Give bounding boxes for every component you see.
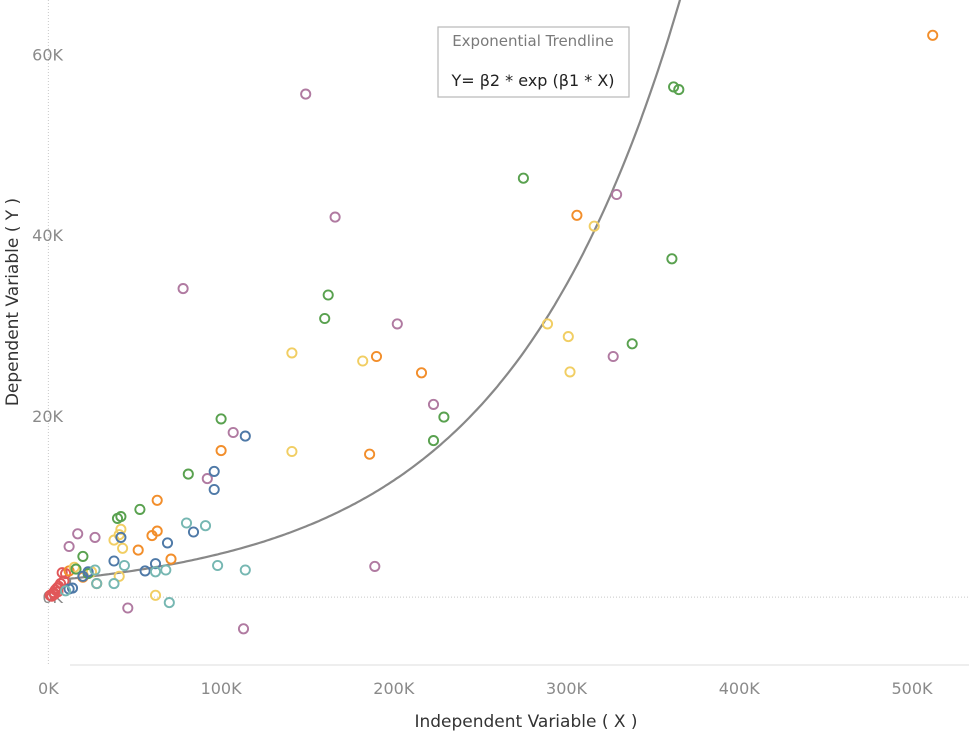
annotation-title: Exponential Trendline xyxy=(452,32,614,50)
data-point xyxy=(163,597,175,609)
x-tick-label: 100K xyxy=(201,679,243,698)
data-point xyxy=(588,220,600,232)
data-point xyxy=(286,445,298,458)
y-tick-label: 60K xyxy=(32,45,63,64)
data-point xyxy=(562,331,574,343)
data-point xyxy=(427,398,440,410)
data-point xyxy=(239,430,251,442)
data-point xyxy=(180,517,193,529)
data-point xyxy=(370,350,383,363)
data-point xyxy=(63,540,75,553)
data-point xyxy=(564,366,576,378)
data-point xyxy=(300,88,312,100)
data-point xyxy=(286,347,298,359)
x-tick-label: 400K xyxy=(719,679,761,698)
data-point xyxy=(77,550,89,562)
data-point xyxy=(60,585,72,597)
data-point xyxy=(319,312,331,325)
data-point xyxy=(151,494,163,506)
data-point xyxy=(215,413,227,425)
data-point xyxy=(68,561,80,573)
data-point xyxy=(177,283,189,295)
data-point xyxy=(227,426,239,439)
data-point xyxy=(215,445,227,457)
x-tick-label: 0K xyxy=(38,679,59,698)
data-point xyxy=(117,542,129,554)
data-point xyxy=(113,570,125,582)
data-point xyxy=(91,578,103,590)
data-point xyxy=(115,511,127,523)
data-point xyxy=(108,555,120,567)
trendline-annotation-box: Exponential Trendline Y= β2 * exp (β1 * … xyxy=(437,26,630,98)
x-tick-label: 200K xyxy=(373,679,415,698)
data-point xyxy=(115,523,127,535)
data-point xyxy=(132,544,144,556)
data-point xyxy=(208,483,220,496)
y-axis-title: Dependent Variable ( Y ) xyxy=(3,198,23,406)
axes-layer xyxy=(47,0,969,666)
y-tick-label: 20K xyxy=(32,407,63,426)
data-point xyxy=(626,338,638,350)
data-point xyxy=(115,531,127,543)
data-point xyxy=(82,566,94,578)
data-point xyxy=(70,563,82,575)
data-point xyxy=(149,589,162,601)
data-point xyxy=(161,537,174,549)
data-point xyxy=(517,172,529,184)
data-point xyxy=(237,623,250,635)
data-point xyxy=(66,582,79,594)
data-point xyxy=(391,318,403,330)
data-point xyxy=(212,559,224,572)
data-point xyxy=(199,520,212,532)
data-point xyxy=(149,558,162,570)
data-point xyxy=(607,350,619,363)
data-point xyxy=(415,367,428,379)
x-tick-label: 300K xyxy=(546,679,588,698)
data-point xyxy=(108,578,120,590)
data-point xyxy=(322,289,334,301)
data-point xyxy=(369,560,381,572)
data-point xyxy=(182,468,194,480)
data-points xyxy=(44,29,939,635)
annotation-formula: Y= β2 * exp (β1 * X) xyxy=(450,71,614,90)
data-point xyxy=(239,564,251,576)
data-point xyxy=(165,553,177,565)
data-point xyxy=(438,411,450,423)
data-point xyxy=(571,209,583,221)
x-axis-title: Independent Variable ( X ) xyxy=(414,712,637,732)
data-point xyxy=(611,188,623,201)
data-point xyxy=(927,29,939,41)
data-point xyxy=(58,575,70,587)
data-point xyxy=(151,525,163,537)
data-point xyxy=(149,566,162,578)
data-point xyxy=(118,559,130,572)
data-point xyxy=(122,602,134,614)
data-point xyxy=(666,253,678,265)
data-point xyxy=(72,528,84,540)
data-point xyxy=(187,526,200,538)
data-point xyxy=(357,355,369,367)
data-point xyxy=(208,465,220,477)
data-point xyxy=(541,318,554,330)
data-point xyxy=(364,448,376,460)
data-point xyxy=(89,531,101,543)
x-tick-label: 500K xyxy=(891,679,933,698)
annotation-frame xyxy=(437,26,630,98)
data-point xyxy=(201,473,213,485)
y-tick-label: 40K xyxy=(32,226,63,245)
data-point xyxy=(329,211,341,223)
data-point xyxy=(139,565,151,577)
data-point xyxy=(160,564,172,576)
data-point xyxy=(673,84,685,96)
data-point xyxy=(89,564,101,576)
data-point xyxy=(427,435,440,447)
data-point xyxy=(134,503,146,515)
